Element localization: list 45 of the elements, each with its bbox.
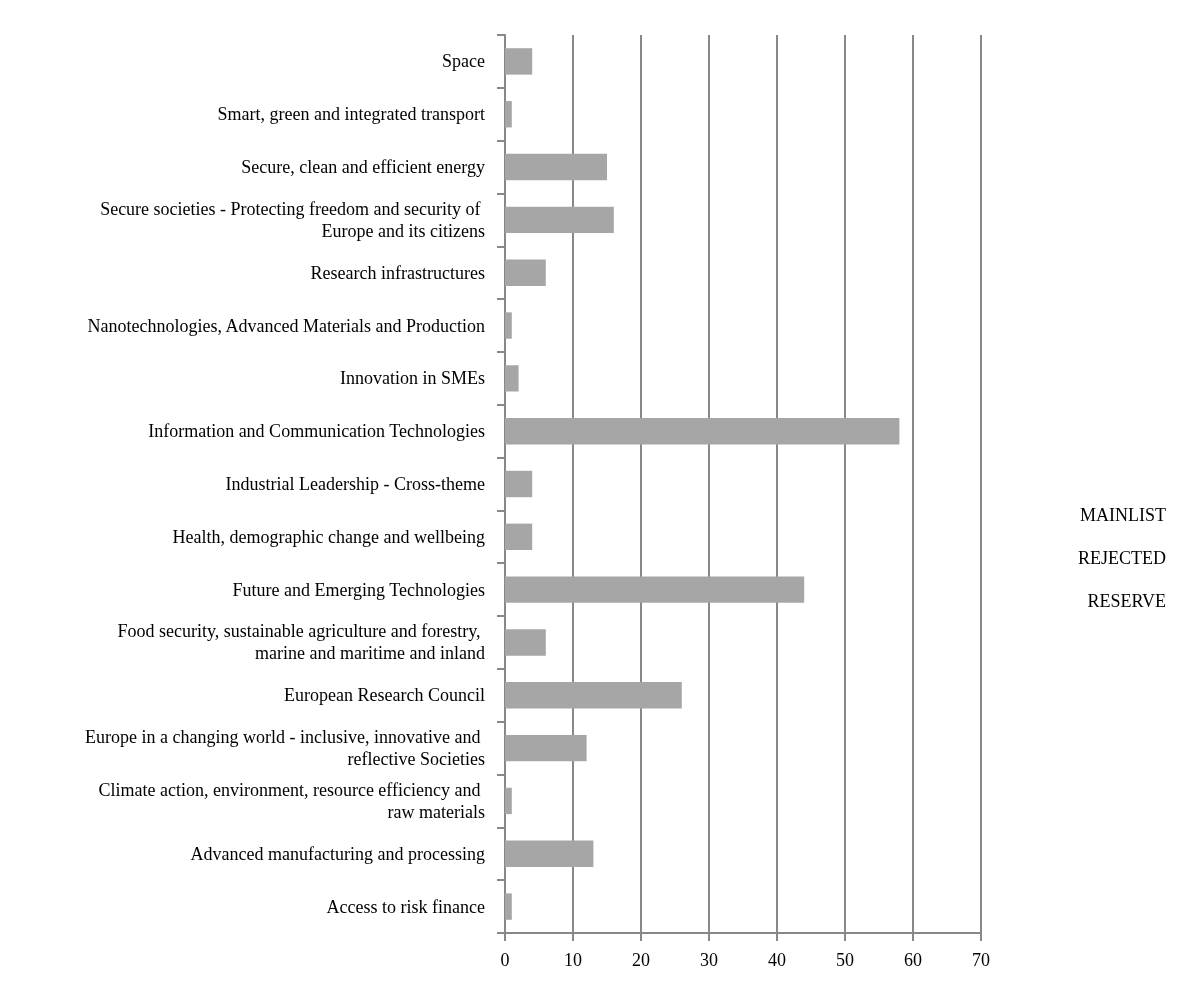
y-tick-label: Food security, sustainable agriculture and forestry, marine and maritime and inland <box>117 621 485 664</box>
bar <box>505 153 607 181</box>
y-tick-label: Space <box>442 51 485 72</box>
bar <box>505 48 533 75</box>
y-tick-label: Research infrastructures <box>310 262 485 283</box>
bar <box>505 206 614 234</box>
y-tick-label: Climate action, environment, resource efficiency and raw materials <box>98 779 485 822</box>
bar <box>505 470 533 498</box>
bar <box>505 682 682 709</box>
bar <box>505 893 512 920</box>
y-tick-label: Nanotechnologies, Advanced Materials and Production <box>87 315 485 336</box>
y-tick-label: Future and Emerging Technologies <box>232 579 485 600</box>
x-tick-label: 20 <box>632 950 650 970</box>
y-tick-label: Health, demographic change and wellbeing <box>172 526 485 547</box>
y-tick-label: Smart, green and integrated transport <box>217 104 485 125</box>
text: REJECTED <box>1078 548 1166 568</box>
x-tick-label: 50 <box>836 950 854 970</box>
y-tick-label: Europe in a changing world - inclusive, innovative and reflective Societies <box>85 727 485 770</box>
bar <box>505 312 512 339</box>
x-tick-label: 60 <box>904 950 922 970</box>
text: RESERVE <box>1087 591 1167 611</box>
bar <box>505 576 805 603</box>
bar <box>505 259 546 286</box>
bar <box>505 417 900 445</box>
y-tick-label: Access to risk finance <box>326 896 485 917</box>
y-tick-label: Innovation in SMEs <box>339 368 485 389</box>
x-tick-label: 30 <box>700 950 718 970</box>
x-tick-label: 40 <box>768 950 786 970</box>
text: MAINLIST <box>1080 505 1167 525</box>
bar <box>505 101 512 128</box>
bar <box>505 629 546 656</box>
x-tick-label: 0 <box>500 950 510 970</box>
y-tick-label: Industrial Leadership - Cross-theme <box>225 474 485 494</box>
y-tick-label: Secure societies - Protecting freedom and security of Europe and its citizens <box>100 198 485 241</box>
bar <box>505 365 519 392</box>
y-tick-label: Secure, clean and efficient energy <box>241 157 485 178</box>
bar <box>505 840 594 867</box>
x-tick-label: 70 <box>972 950 990 970</box>
bar <box>505 523 533 551</box>
bar <box>505 787 512 815</box>
y-tick-label: Advanced manufacturing and processing <box>190 843 485 864</box>
x-tick-label: 10 <box>564 950 582 970</box>
y-tick-label: Information and Communication Technologies <box>148 421 485 442</box>
y-tick-label: European Research Council <box>284 685 485 706</box>
bar <box>505 734 587 762</box>
